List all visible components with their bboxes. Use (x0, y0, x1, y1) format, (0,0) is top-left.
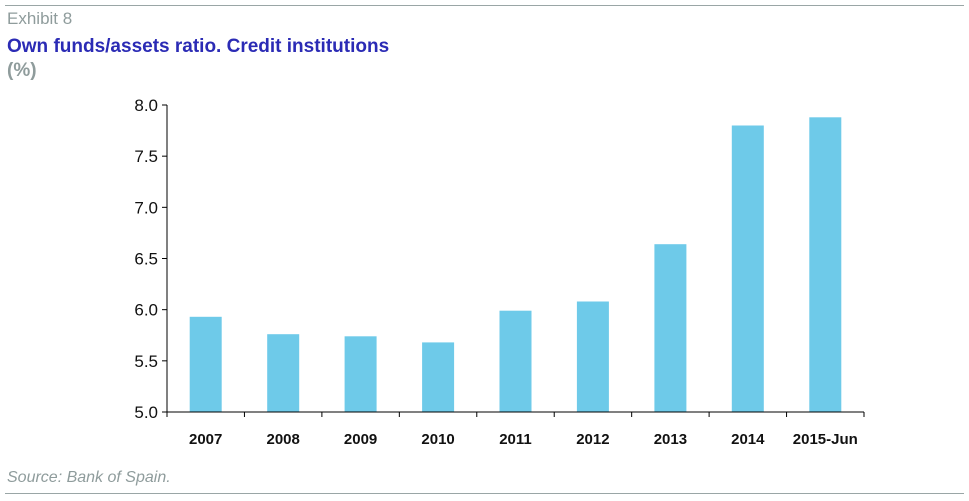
bar-2010 (422, 342, 455, 412)
y-tick-label: 8.0 (134, 96, 158, 115)
y-tick-label: 6.0 (134, 301, 158, 320)
source-note: Source: Bank of Spain. (7, 469, 171, 486)
bar-2008 (267, 334, 300, 412)
x-tick-label: 2012 (576, 431, 609, 448)
bottom-rule (5, 493, 964, 494)
chart-title: Own funds/assets ratio. Credit instituti… (7, 36, 390, 57)
x-tick-label: 2010 (421, 431, 454, 448)
y-tick-label: 7.0 (134, 198, 158, 217)
bar-2007 (189, 316, 222, 412)
y-tick-label: 5.5 (134, 352, 158, 371)
x-tick-label: 2011 (499, 431, 532, 448)
bar-2009 (344, 336, 377, 412)
exhibit-label: Exhibit 8 (7, 9, 73, 28)
x-tick-label: 2014 (731, 431, 765, 448)
bar-2012 (576, 301, 609, 412)
bar-2014 (731, 125, 764, 412)
bar-2011 (499, 310, 532, 412)
top-rule (5, 5, 964, 6)
x-tick-label: 2008 (267, 431, 300, 448)
x-tick-label: 2015-Jun (793, 431, 858, 448)
x-tick-label: 2009 (344, 431, 377, 448)
unit-label: (%) (7, 60, 37, 81)
y-tick-label: 6.5 (134, 250, 158, 269)
y-tick-label: 7.5 (134, 147, 158, 166)
x-tick-label: 2013 (654, 431, 687, 448)
bar-2015-Jun (809, 117, 842, 413)
x-tick-label: 2007 (189, 431, 222, 448)
bar-2013 (654, 244, 687, 412)
y-tick-label: 5.0 (134, 403, 158, 422)
